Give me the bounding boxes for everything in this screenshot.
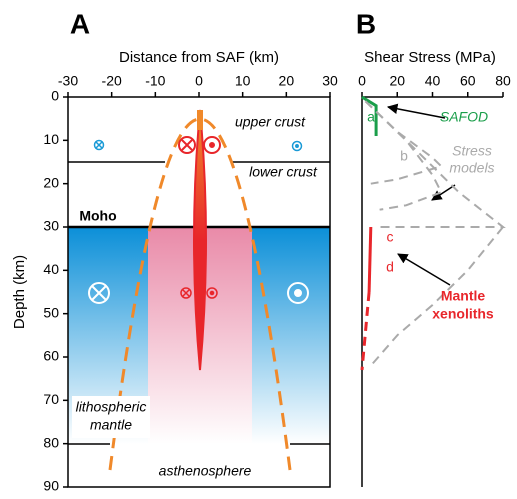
annotation: b [400, 148, 408, 164]
annotation: a [367, 109, 375, 125]
x-tick-label: 0 [195, 73, 203, 89]
curve [370, 226, 504, 367]
layer-label: lithospheric [76, 399, 147, 415]
x-tick-label: 60 [460, 73, 476, 89]
x-tick-label: 80 [495, 73, 511, 89]
layer-label: mantle [90, 417, 132, 433]
curve [367, 226, 373, 293]
fault-motion-symbols [178, 136, 221, 299]
x-axis-title: Shear Stress (MPa) [364, 49, 496, 66]
panel-label: A [70, 8, 90, 39]
label-box [72, 396, 150, 438]
layer-label: lower crust [249, 164, 318, 180]
series-label: xenoliths [432, 306, 494, 322]
x-tick-label: 0 [358, 73, 366, 89]
y-tick-label: 90 [43, 478, 59, 494]
x-tick-label: 30 [322, 73, 338, 89]
series-label: models [449, 160, 494, 176]
x-axis-title: Distance from SAF (km) [119, 49, 279, 66]
x-tick-label: -20 [102, 73, 122, 89]
fault-core-top [197, 110, 203, 130]
x-tick-label: 40 [425, 73, 441, 89]
arrow [431, 184, 456, 201]
fault-core [193, 109, 207, 371]
x-tick-label: -30 [58, 73, 78, 89]
layer-label: asthenosphere [159, 463, 252, 479]
layer-label: upper crust [235, 114, 306, 130]
y-tick-label: 70 [43, 391, 59, 407]
annotation: d [386, 259, 394, 275]
motion-symbols [93, 139, 303, 152]
layer-label: Moho [79, 208, 116, 224]
x-tick-label: 10 [235, 73, 251, 89]
y-tick-label: 10 [43, 131, 59, 147]
series-label: Mantle [441, 288, 486, 304]
x-tick-label: 20 [279, 73, 295, 89]
y-tick-label: 30 [43, 218, 59, 234]
y-tick-label: 60 [43, 348, 59, 364]
panel-a-drawing: upper crust lower crust Moho lithospheri… [67, 96, 331, 488]
y-tick-label: 80 [43, 434, 59, 450]
motion-symbols-large [88, 282, 309, 304]
curve [364, 100, 506, 228]
y-tick-label: 40 [43, 261, 59, 277]
y-tick-label: 20 [43, 174, 59, 190]
x-tick-label: 20 [389, 73, 405, 89]
annotation: c [387, 229, 394, 245]
curve [361, 95, 378, 136]
series-label: Stress [452, 143, 492, 159]
arrow [397, 253, 451, 286]
x-tick-label: -10 [145, 73, 165, 89]
y-tick-label: 0 [51, 88, 59, 104]
y-tick-label: 50 [43, 304, 59, 320]
arrow [386, 103, 446, 119]
shear-zone-outline [108, 117, 292, 471]
series-label: SAFOD [440, 109, 488, 125]
curve [360, 291, 371, 371]
panel-label: B [356, 8, 376, 39]
y-axis-title: Depth (km) [11, 255, 28, 329]
